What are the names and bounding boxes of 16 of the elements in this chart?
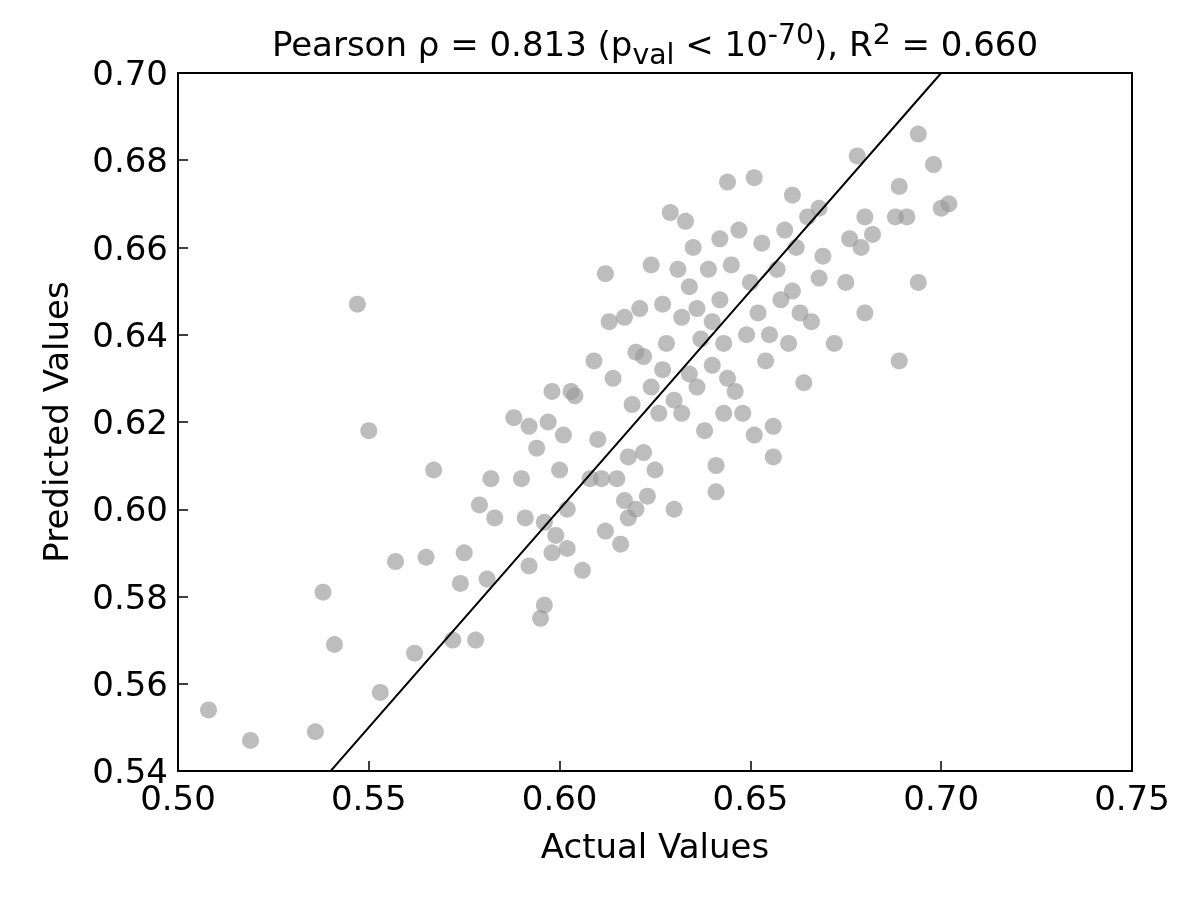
y-axis-title: Predicted Values	[36, 281, 76, 563]
y-tick-label: 0.62	[92, 402, 168, 442]
x-tick-label: 0.70	[903, 778, 980, 818]
y-tick-label: 0.58	[92, 576, 168, 617]
x-tick-label: 0.55	[330, 778, 407, 818]
y-tick-label: 0.66	[92, 227, 168, 268]
x-axis-title: Actual Values	[540, 826, 770, 866]
chart-title: Pearson ρ = 0.813 (p$_{val}$ < 10$^{-70}$), R$^{2}$ = 0.660	[270, 18, 1040, 72]
y-tick-label: 0.64	[92, 314, 168, 355]
x-tick-label: 0.75	[1094, 778, 1170, 818]
y-tick-label: 0.70	[92, 53, 168, 93]
x-tick-label: 0.60	[521, 778, 598, 818]
x-tick-label: 0.65	[712, 778, 789, 818]
y-tick-label: 0.68	[92, 140, 168, 181]
y-tick-label: 0.60	[92, 489, 168, 530]
y-tick-label: 0.56	[92, 663, 168, 704]
